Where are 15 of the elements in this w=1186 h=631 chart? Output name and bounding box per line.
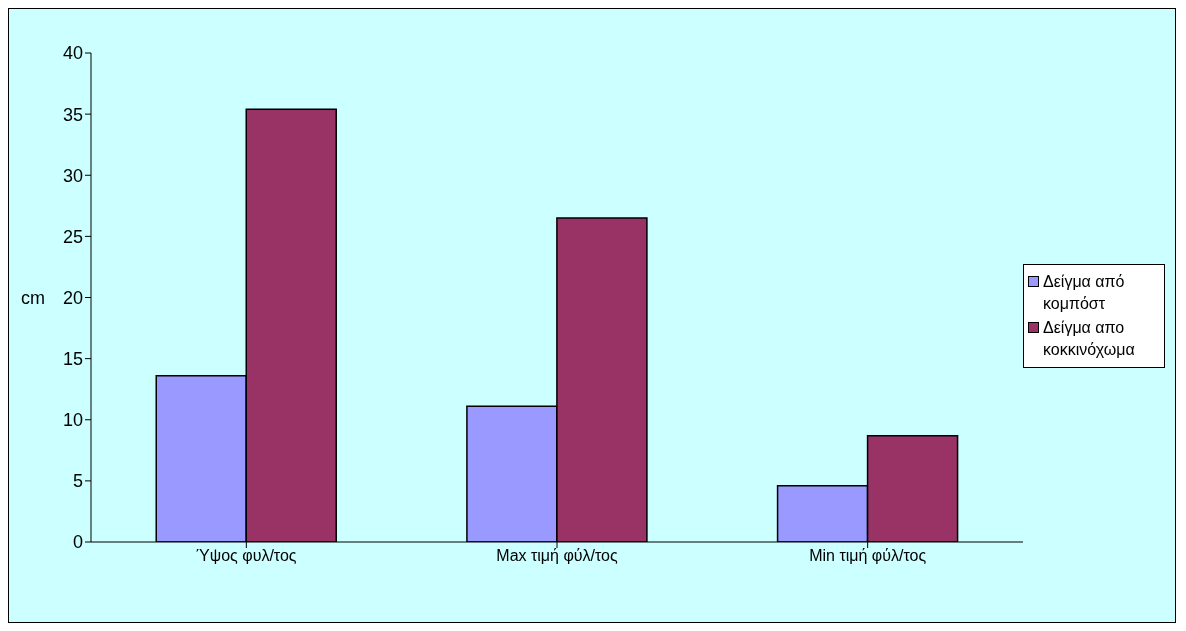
- y-tick-label: 40: [62, 43, 83, 64]
- x-tick-label: Ύψος φυλ/τος: [196, 547, 297, 565]
- legend-label: Δείγμα από κομπόστ: [1043, 271, 1126, 314]
- legend-label: Δείγμα απο κοκκινόχωμα: [1043, 317, 1136, 360]
- y-tick-label: 20: [62, 287, 83, 308]
- y-tick-label: 15: [62, 349, 83, 370]
- y-tick-label: 5: [72, 471, 83, 492]
- x-tick-label: Min τιμή φύλ/τος: [809, 547, 927, 565]
- y-axis-title: cm: [21, 287, 45, 308]
- x-tick-label: Max τιμή φύλ/τος: [496, 547, 618, 565]
- y-tick-label: 35: [62, 104, 83, 125]
- y-tick-label: 30: [62, 165, 83, 186]
- y-tick-label: 0: [72, 532, 83, 553]
- y-tick-label: 25: [62, 226, 83, 247]
- y-tick-label: 10: [62, 410, 83, 431]
